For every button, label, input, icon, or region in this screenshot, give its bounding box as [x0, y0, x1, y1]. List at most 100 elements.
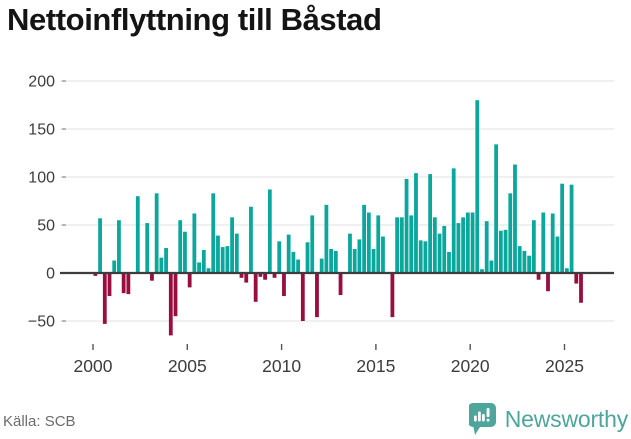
newsworthy-logo-icon — [468, 403, 496, 435]
bar — [470, 212, 475, 273]
bar — [168, 273, 173, 336]
logo-bar-1 — [473, 415, 477, 422]
x-tick-label: 2005 — [168, 356, 207, 376]
bar — [159, 257, 164, 273]
bar — [93, 273, 98, 276]
bar — [489, 260, 494, 273]
bar — [220, 247, 225, 273]
logo-bar-3 — [481, 414, 485, 422]
bar — [338, 273, 343, 296]
y-tick-label: 50 — [37, 218, 55, 235]
bar — [267, 189, 272, 273]
y-tick-label: −50 — [28, 314, 55, 331]
bar — [291, 251, 296, 273]
bar — [428, 174, 433, 273]
bar — [494, 144, 499, 273]
bar — [531, 220, 536, 273]
bar — [258, 273, 263, 277]
bar — [371, 249, 376, 273]
bar — [357, 239, 362, 273]
bar — [560, 183, 565, 273]
bar — [98, 218, 102, 273]
bar — [263, 273, 267, 280]
bar — [541, 212, 546, 273]
bar — [418, 240, 423, 273]
bar — [555, 236, 560, 273]
bar — [404, 178, 409, 273]
bar — [216, 235, 220, 273]
bar — [225, 246, 230, 273]
logo-bar-2 — [477, 411, 481, 422]
bar — [437, 233, 442, 273]
bar — [150, 273, 154, 281]
bar — [121, 273, 126, 294]
bar — [173, 273, 178, 317]
bar — [230, 217, 234, 273]
bar — [315, 273, 319, 318]
bar — [517, 246, 522, 273]
bar — [465, 212, 470, 273]
bar — [513, 164, 517, 273]
bar — [456, 223, 461, 273]
bar — [305, 242, 310, 273]
bar — [206, 268, 211, 273]
bar — [527, 255, 532, 273]
bar — [442, 225, 447, 273]
bar — [381, 236, 385, 273]
logo-exclamation-dot — [486, 418, 490, 422]
bar — [550, 213, 555, 273]
x-tick-label: 2020 — [451, 356, 490, 376]
bar — [187, 273, 192, 288]
bar — [310, 215, 315, 273]
bar — [395, 217, 400, 273]
bar — [352, 249, 357, 273]
bar — [475, 100, 480, 273]
bar — [286, 234, 291, 273]
bar — [376, 215, 381, 273]
newsworthy-brand: Newsworthy — [468, 400, 628, 438]
bar — [197, 262, 201, 273]
bar — [366, 212, 371, 273]
bar — [211, 193, 216, 273]
bar — [253, 273, 258, 302]
brand-name: Newsworthy — [504, 405, 628, 432]
bar — [574, 273, 579, 284]
bar — [423, 241, 428, 273]
y-tick-label: 150 — [28, 122, 55, 139]
bar — [536, 273, 541, 280]
bar — [461, 217, 466, 273]
bar — [201, 249, 206, 273]
x-tick-label: 2010 — [262, 356, 301, 376]
bar — [348, 233, 352, 273]
y-tick-label: 200 — [28, 74, 55, 91]
bar — [399, 217, 404, 273]
bar — [192, 213, 197, 273]
y-tick-label: 0 — [46, 266, 55, 283]
bar — [107, 273, 112, 297]
bar — [178, 220, 183, 273]
bar — [333, 250, 338, 273]
x-tick-label: 2000 — [74, 356, 113, 376]
bar — [296, 259, 300, 273]
bar — [569, 184, 574, 273]
bar — [414, 173, 418, 273]
source-label: Källa: SCB — [3, 413, 76, 430]
x-tick-label: 2015 — [356, 356, 395, 376]
bar — [484, 221, 489, 273]
bar — [324, 204, 329, 273]
bar — [579, 273, 583, 303]
bar — [239, 273, 244, 278]
bar — [117, 220, 121, 273]
bar — [362, 204, 367, 273]
bar — [564, 268, 569, 273]
bar — [329, 249, 334, 273]
bar — [390, 273, 395, 318]
bar — [451, 168, 456, 273]
logo-exclamation-bar — [486, 408, 490, 417]
bar — [277, 241, 282, 273]
bar — [234, 233, 239, 273]
bar — [522, 250, 527, 273]
bar — [432, 217, 437, 273]
bar — [164, 248, 168, 273]
